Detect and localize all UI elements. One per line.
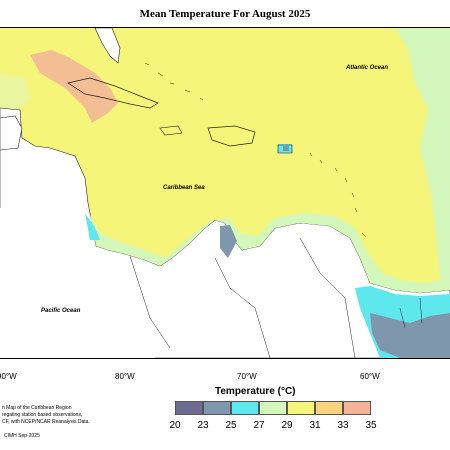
temp-zone-25-27-isthmus xyxy=(85,213,100,240)
pacific-ocean-label: Pacific Ocean xyxy=(41,308,81,314)
hispaniola-outline xyxy=(207,125,256,147)
legend-bin-20-23 xyxy=(175,401,203,415)
legend-title: Temperature (°C) xyxy=(215,386,296,397)
map-title: Mean Temperature For August 2025 xyxy=(139,8,311,20)
temperature-map xyxy=(0,27,450,359)
credit-text: CIMH Sep-2025 xyxy=(4,433,40,439)
description-line: regating station based observations, xyxy=(2,412,83,418)
legend-tick: 25 xyxy=(225,420,237,431)
legend-tick: 35 xyxy=(365,420,377,431)
puerto-rico-outline xyxy=(277,144,293,154)
description-line: n Map of the Caribbean Region xyxy=(2,405,72,411)
map-canvas xyxy=(0,28,450,358)
description-line: CF, with NCEP/NCAR Reanalysis Data. xyxy=(2,419,90,425)
legend-tick: 31 xyxy=(309,420,321,431)
legend-tick: 29 xyxy=(281,420,293,431)
legend-bin-23-25 xyxy=(203,401,231,415)
legend-bin-29-31 xyxy=(287,401,315,415)
caribbean-sea-label: Caribbean Sea xyxy=(163,185,205,191)
longitude-label: 90°W xyxy=(0,372,17,381)
legend-bin-31-33 xyxy=(315,401,343,415)
country-borders xyxy=(129,237,423,358)
lesser-antilles xyxy=(309,152,367,238)
atlantic-ocean-label: Atlantic Ocean xyxy=(346,65,389,71)
jamaica-outline xyxy=(159,125,183,136)
temp-zone-23-25-lake xyxy=(220,225,237,258)
legend-tick: 33 xyxy=(337,420,349,431)
pacific-nodata xyxy=(0,208,155,358)
temp-zone-27-29-atlantic xyxy=(395,28,450,358)
cuba-outline xyxy=(67,77,159,109)
legend-tick: 23 xyxy=(197,420,209,431)
longitude-label: 70°W xyxy=(237,372,257,381)
legend-tick: 27 xyxy=(253,420,265,431)
yucatan-outline xyxy=(0,115,23,151)
legend-tick: 20 xyxy=(169,420,181,431)
legend-bin-33-35 xyxy=(343,401,371,415)
legend-bin-27-29 xyxy=(259,401,287,415)
temp-zone-23-25-puerto-rico xyxy=(283,146,289,151)
temp-zone-27-29-coast xyxy=(85,206,450,293)
temp-zone-23-25-interior xyxy=(370,313,450,358)
longitude-label: 60°W xyxy=(360,372,380,381)
florida-outline xyxy=(94,28,121,64)
longitude-label: 80°W xyxy=(115,372,135,381)
bahamas-islands xyxy=(144,62,204,101)
legend-bin-25-27 xyxy=(231,401,259,415)
